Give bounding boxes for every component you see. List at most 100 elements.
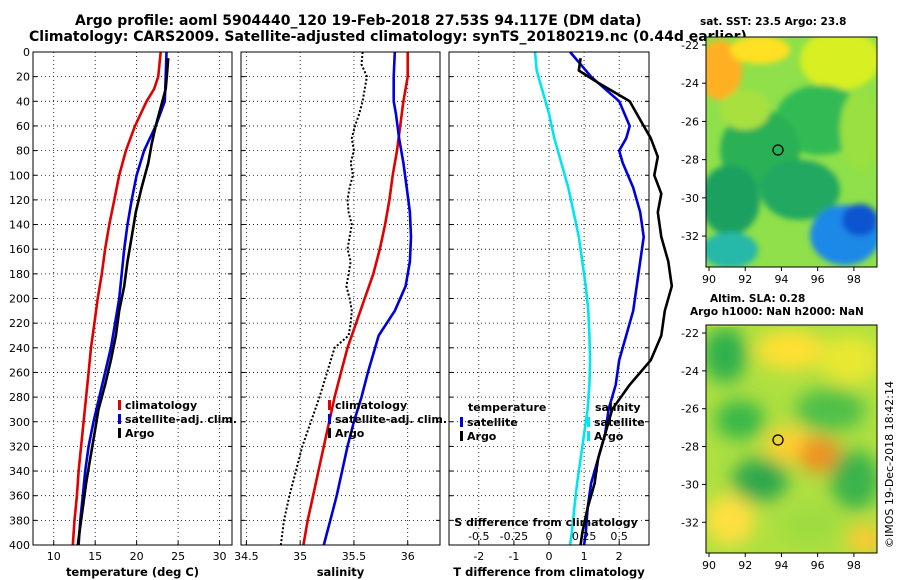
depth-tick-label: 260 xyxy=(9,366,30,379)
salinity-legend-swatch xyxy=(328,400,331,410)
sst-map-ytick-label: -24 xyxy=(681,77,699,90)
difference-panel: -2 -1 0 1 2 T difference from climatology temp… xyxy=(448,51,674,579)
sst-circle-marker xyxy=(772,144,784,156)
temperature-xtick-label: 30 xyxy=(213,550,227,563)
sla-map-xtick-label: 92 xyxy=(738,559,752,572)
sst-map-xtick-label: 94 xyxy=(774,273,788,286)
diff-legend-temperature: temperature xyxy=(468,401,546,414)
sst-map-field xyxy=(706,37,877,267)
sst-map-ytick-label: -28 xyxy=(681,154,699,167)
diff-s-tick-label: 0.5 xyxy=(610,530,628,543)
depth-tick-label: 380 xyxy=(9,514,30,527)
diff-s-tick-label: -0.25 xyxy=(500,530,528,543)
salinity-xtick-label: 35 xyxy=(293,550,307,563)
title-line-2: Climatology: CARS2009. Satellite-adjuste… xyxy=(29,29,747,45)
sst-map-xtick-label: 92 xyxy=(738,273,752,286)
sst-map-ytick-label: -26 xyxy=(681,115,699,128)
temperature-panel: 0 20 40 60 80 100 120 140 160 180 200 220 240 260 280 3… xyxy=(9,46,237,579)
salinity-xtick-label: 36 xyxy=(401,550,415,563)
sla-map-title-2: Argo h1000: NaN h2000: NaN xyxy=(690,306,864,318)
temperature-xtick-label: 25 xyxy=(171,550,185,563)
temperature-series-climatology xyxy=(71,51,162,546)
salinity-frame xyxy=(240,51,441,546)
depth-tick-label: 20 xyxy=(16,71,30,84)
temperature-series-argo xyxy=(76,58,170,546)
salinity-legend-swatch xyxy=(328,428,331,438)
sst-map-title: sat. SST: 23.5 Argo: 23.8 xyxy=(700,16,846,28)
sla-map-xtick-label: 90 xyxy=(702,559,716,572)
depth-tick-label: 80 xyxy=(16,145,30,158)
salinity-legend-label: climatology xyxy=(335,399,407,412)
diff-s-tick-label: -0.5 xyxy=(468,530,489,543)
temperature-xtick-label: 10 xyxy=(47,550,61,563)
difference-xlabel: T difference from climatology xyxy=(453,565,645,579)
sla-map-ytick-label: -26 xyxy=(681,403,699,416)
sla-map-title-1: Altim. SLA: 0.28 xyxy=(710,293,805,305)
temperature-xtick-label: 15 xyxy=(88,550,102,563)
salinity-xlabel: salinity xyxy=(317,565,365,579)
sla-map-ytick-label: -22 xyxy=(681,327,699,340)
sla-map-xtick-label: 94 xyxy=(774,559,788,572)
diff-s-tick-label: 0.25 xyxy=(572,530,597,543)
depth-tick-label: 220 xyxy=(9,317,30,330)
sla-map-xtick-label: 98 xyxy=(847,559,861,572)
temperature-xlabel: temperature (deg C) xyxy=(66,565,199,579)
salinity-xtick-label: 35.5 xyxy=(342,550,367,563)
depth-tick-label: 180 xyxy=(9,268,30,281)
depth-tick-label: 200 xyxy=(9,293,30,306)
diff-s-tick-label: 0 xyxy=(546,530,553,543)
diff-s-axis-label: S difference from climatology xyxy=(454,516,638,529)
temperature-legend-label: satellite-adj. clim. xyxy=(125,413,237,426)
diff-legend-label: Argo xyxy=(594,430,624,443)
difference-xtick-label: -2 xyxy=(473,550,484,563)
depth-tick-label: 60 xyxy=(16,120,30,133)
footer-credit: ©IMOS 19-Dec-2018 18:42:14 xyxy=(883,381,896,548)
difference-xtick-label: 0 xyxy=(546,550,553,563)
temperature-frame xyxy=(32,51,233,546)
salinity-plot-area xyxy=(241,52,440,545)
diff-legend-swatch xyxy=(460,431,463,441)
sst-map-ytick-label: -22 xyxy=(681,39,699,52)
depth-tick-label: 100 xyxy=(9,169,30,182)
temperature-legend-swatch xyxy=(118,428,121,438)
temperature-series-satellite-adj-clim- xyxy=(77,51,168,546)
difference-xtick-label: 2 xyxy=(616,550,623,563)
sst-map-ytick-label: -30 xyxy=(681,192,699,205)
sst-map-xtick-label: 96 xyxy=(811,273,825,286)
sst-map-ytick-label: -32 xyxy=(681,230,699,243)
depth-tick-label: 340 xyxy=(9,465,30,478)
temperature-plot-area xyxy=(33,52,232,545)
difference-series-salinity-satellite xyxy=(533,51,592,546)
depth-tick-label: 40 xyxy=(16,95,30,108)
sla-map-ytick-label: -28 xyxy=(681,441,699,454)
depth-tick-label: 280 xyxy=(9,391,30,404)
salinity-legend-swatch xyxy=(328,414,331,424)
salinity-panel: 34.5 35 35.5 36 salinity climatologysatellite… xyxy=(234,51,447,579)
depth-tick-label: 140 xyxy=(9,219,30,232)
difference-xtick-label: 1 xyxy=(581,550,588,563)
salinity-legend-label: satellite-adj. clim. xyxy=(335,413,447,426)
temperature-legend-label: Argo xyxy=(125,427,155,440)
difference-xtick-label: -1 xyxy=(508,550,519,563)
temperature-xtick-label: 20 xyxy=(130,550,144,563)
sst-map-xtick-label: 98 xyxy=(847,273,861,286)
sla-map-ytick-label: -32 xyxy=(681,516,699,529)
difference-frame xyxy=(448,51,650,546)
diff-legend-swatch xyxy=(587,431,590,441)
difference-series-argo xyxy=(577,58,674,546)
temperature-legend-label: climatology xyxy=(125,399,197,412)
diff-legend-swatch xyxy=(460,417,463,427)
sla-map-ytick-label: -30 xyxy=(681,478,699,491)
depth-tick-label: 320 xyxy=(9,440,30,453)
salinity-series-satellite-adj-clim- xyxy=(322,51,413,546)
temperature-legend-swatch xyxy=(118,400,121,410)
depth-tick-label: 400 xyxy=(9,539,30,552)
depth-tick-label: 300 xyxy=(9,416,30,429)
depth-tick-label: 160 xyxy=(9,243,30,256)
diff-legend-salinity: salinity xyxy=(595,401,641,414)
sla-map-ytick-label: -24 xyxy=(681,365,699,378)
depth-tick-label: 0 xyxy=(23,46,30,59)
sst-map-xtick-label: 90 xyxy=(702,273,716,286)
sla-circle-marker xyxy=(772,434,784,446)
